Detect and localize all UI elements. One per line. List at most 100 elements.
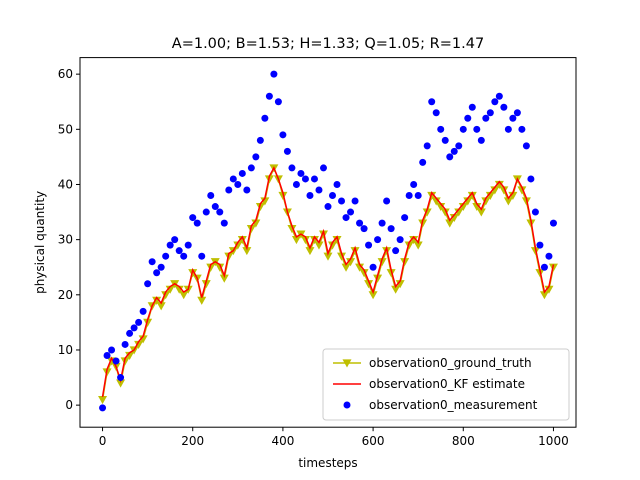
measurement-point	[491, 98, 499, 106]
measurement-point	[396, 236, 404, 244]
ground-truth-marker	[364, 280, 374, 289]
ground-truth-marker	[463, 197, 473, 206]
measurement-point	[315, 186, 323, 194]
measurement-point	[238, 169, 246, 177]
measurement-point	[207, 192, 215, 200]
ground-truth-marker	[251, 219, 261, 228]
measurement-point	[310, 175, 318, 183]
measurement-point	[329, 192, 337, 200]
measurement-point	[468, 103, 476, 111]
ground-truth-marker	[440, 208, 450, 217]
measurement-point	[144, 280, 152, 288]
kf-estimate-line	[101, 166, 555, 397]
y-tick-label: 10	[58, 343, 73, 357]
ground-truth-marker	[517, 186, 527, 195]
ground-truth-marker	[206, 263, 216, 272]
ground-truth-marker	[337, 252, 347, 261]
ground-truth-marker	[494, 180, 504, 189]
measurement-point	[545, 252, 553, 260]
ground-truth-marker	[197, 296, 207, 305]
ground-truth-marker	[309, 236, 319, 245]
measurement-point	[252, 153, 260, 161]
measurement-point	[166, 241, 174, 249]
ground-truth-marker	[503, 197, 513, 206]
ground-truth-marker	[291, 236, 301, 245]
measurement-point	[351, 197, 359, 205]
measurement-point	[139, 307, 147, 315]
measurement-point	[360, 225, 368, 233]
ground-truth-marker	[422, 208, 432, 217]
ground-truth-marker	[260, 197, 270, 206]
measurement-point	[549, 219, 557, 227]
measurement-point	[184, 241, 192, 249]
ground-truth-marker	[431, 197, 441, 206]
plot-frame	[79, 57, 577, 428]
ground-truth-marker	[300, 236, 310, 245]
measurement-point	[405, 192, 413, 200]
ground-truth-marker	[427, 191, 437, 201]
measurement-point	[270, 70, 278, 78]
measurement-point	[211, 203, 219, 211]
measurement-point	[157, 263, 165, 271]
ground-truth-marker	[499, 186, 509, 195]
ground-truth-marker	[314, 241, 324, 250]
measurement-point	[459, 125, 467, 133]
x-tick-label: 600	[362, 434, 385, 448]
measurement-point	[342, 214, 350, 222]
legend-ground-truth-label: observation0_ground_truth	[369, 356, 532, 370]
measurement-point	[477, 136, 485, 144]
measurement-point	[297, 169, 305, 177]
legend-measurement-marker	[343, 401, 351, 409]
measurement-point	[531, 208, 539, 216]
x-tick-label: 800	[452, 434, 475, 448]
measurement-point	[220, 219, 228, 227]
legend-box	[322, 348, 570, 421]
ground-truth-marker	[472, 202, 482, 212]
measurement-point	[428, 98, 436, 106]
ground-truth-marker	[391, 285, 401, 294]
measurement-point	[279, 131, 287, 139]
ground-truth-marker	[413, 241, 423, 250]
measurement-point	[504, 125, 512, 133]
measurement-point	[450, 147, 458, 155]
ground-truth-marker	[355, 263, 365, 272]
ground-truth-marker	[458, 202, 468, 212]
ground-truth-marker	[436, 202, 446, 212]
measurement-point	[130, 324, 138, 332]
ground-truth-marker	[179, 291, 189, 300]
measurement-point	[540, 263, 548, 271]
measurement-point	[189, 214, 197, 222]
measurement-point	[148, 258, 156, 266]
measurement-point	[292, 180, 300, 188]
measurement-point	[432, 109, 440, 117]
measurement-point	[103, 351, 111, 359]
measurement-point	[225, 186, 233, 194]
measurement-point	[153, 269, 161, 277]
measurement-point	[306, 192, 314, 200]
measurement-point	[423, 142, 431, 150]
ground-truth-marker	[409, 236, 419, 245]
ground-truth-marker	[485, 191, 495, 201]
x-axis: 0 200 400 600 800 1000	[99, 427, 569, 448]
measurement-point	[301, 175, 309, 183]
ground-truth-marker	[359, 269, 369, 278]
measurement-point	[193, 219, 201, 227]
ground-truth-marker	[449, 213, 459, 223]
ground-truth-marker	[174, 285, 184, 294]
measurement-point	[500, 103, 508, 111]
measurement-point	[441, 136, 449, 144]
ground-truth-marker	[377, 258, 387, 267]
ground-truth-marker	[323, 252, 333, 261]
ground-truth-marker	[233, 241, 243, 250]
measurement-point	[261, 114, 269, 122]
ground-truth-marker	[350, 247, 360, 256]
measurement-point	[486, 109, 494, 117]
y-tick-label: 0	[65, 398, 73, 412]
y-tick-label: 20	[58, 288, 73, 302]
ground-truth-marker	[242, 247, 252, 256]
measurement-point	[378, 219, 386, 227]
y-axis: 0 10 20 30 40 50 60	[58, 67, 80, 412]
measurement-point	[256, 136, 264, 144]
ground-truth-marker	[215, 263, 225, 272]
